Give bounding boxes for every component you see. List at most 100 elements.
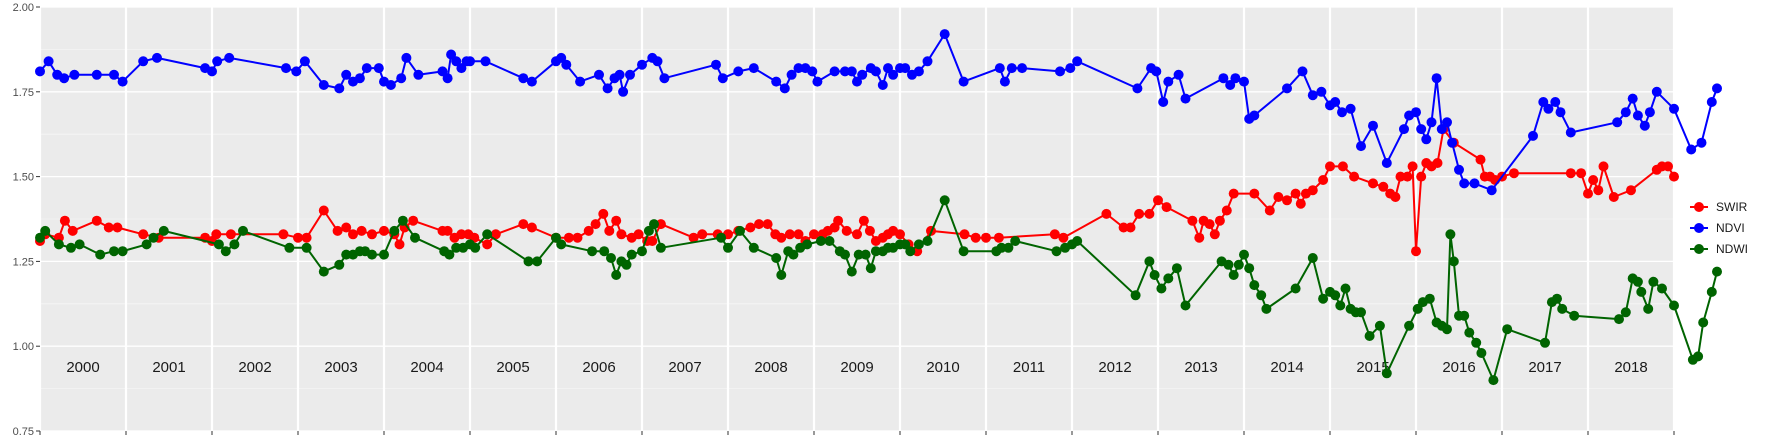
data-point [1395,171,1406,182]
data-point [647,236,658,246]
data-point [1502,324,1513,335]
data-point [367,229,377,240]
data-point [1228,270,1239,280]
data-point [637,246,647,257]
data-point [1459,178,1470,189]
data-point [771,253,782,263]
data-point [397,215,408,226]
data-point [334,259,345,270]
data-point [841,225,852,236]
data-point [117,246,128,257]
data-point [860,249,871,260]
data-point [95,249,106,260]
data-point [793,63,804,74]
data-point [864,225,875,236]
data-point [1282,195,1292,206]
data-point [1187,215,1198,226]
data-point [1436,124,1447,135]
data-point [482,229,493,240]
data-point [67,225,78,236]
data-point [220,246,231,257]
data-point [556,239,567,250]
data-point [611,270,622,280]
legend-key-marker [1694,223,1704,233]
data-point [1065,63,1076,74]
data-point [532,256,543,267]
legend-key-marker [1694,244,1704,254]
data-point [229,239,240,250]
data-point [1180,93,1191,104]
data-point [697,229,708,240]
data-point [480,56,491,67]
data-point [1657,283,1667,294]
data-point [117,76,128,87]
data-point [470,242,481,253]
legend-item-ndvi: NDVI [1690,221,1745,235]
data-point [109,246,119,257]
data-point [1101,208,1112,219]
data-point [1132,83,1143,94]
data-point [148,232,159,243]
data-point [840,249,850,260]
data-point [1239,249,1249,260]
data-point [1447,137,1458,148]
data-point [66,242,76,253]
data-point [599,246,610,257]
data-point [1476,348,1487,358]
data-point [446,49,457,60]
data-point [614,69,625,80]
data-point [1399,124,1409,135]
legend-item-swir: SWIR [1690,200,1748,214]
data-point [905,246,916,257]
data-point [723,242,733,253]
series-layer [35,29,1722,386]
year-label: 2008 [754,359,787,376]
data-point [1356,307,1366,318]
legend-item-ndwi: NDWI [1690,242,1748,256]
data-point [970,232,981,243]
data-point [913,66,924,77]
data-point [1712,83,1722,94]
data-point [385,80,396,90]
data-point [1368,120,1378,131]
data-point [900,239,911,250]
data-point [35,66,45,77]
y-tick-label: 1.75 [13,87,34,99]
data-point [776,270,787,280]
data-point [1588,175,1599,185]
data-point [1632,276,1643,287]
data-point [348,229,358,240]
data-point [625,69,635,80]
data-point [1426,117,1437,128]
data-point [1416,124,1427,135]
data-point [373,63,384,74]
data-point [1221,205,1232,216]
year-label: 2016 [1442,359,1475,376]
legend-key-marker [1694,202,1704,212]
data-point [207,66,217,77]
data-point [618,86,629,97]
data-point [291,66,302,77]
data-point [1307,185,1318,196]
data-point [626,249,637,260]
year-label: 2006 [582,359,615,376]
data-point [913,239,924,250]
data-point [1163,273,1174,284]
data-point [958,76,969,87]
data-point [652,56,663,67]
data-point [318,205,329,216]
data-point [43,56,54,67]
data-point [1318,293,1329,304]
data-point [1442,117,1452,128]
data-point [563,232,574,243]
data-point [1256,290,1267,301]
data-point [1151,66,1162,77]
data-point [1583,188,1593,199]
y-tick-label: 1.25 [13,256,34,268]
data-point [1218,73,1229,84]
data-point [939,29,950,40]
data-point [109,69,119,80]
data-point [238,225,248,236]
data-point [1261,303,1272,314]
